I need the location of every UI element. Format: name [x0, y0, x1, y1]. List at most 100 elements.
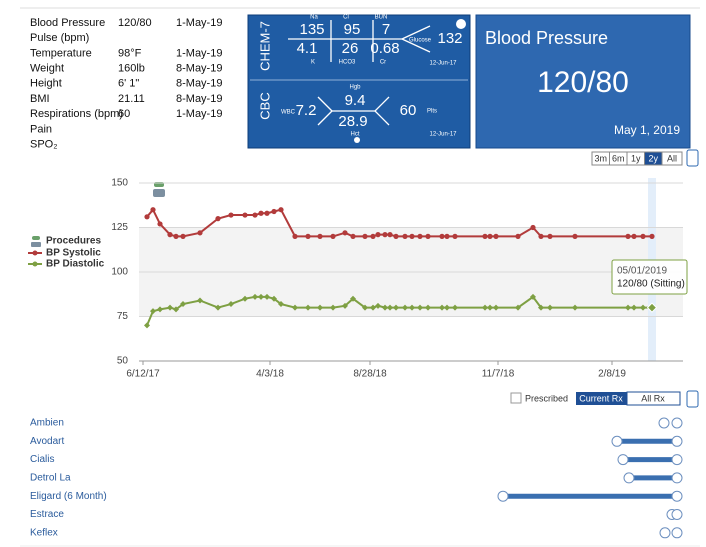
data-point[interactable] [292, 304, 298, 311]
data-point[interactable] [157, 221, 163, 227]
data-point[interactable] [197, 230, 203, 236]
data-point[interactable] [382, 232, 388, 238]
data-point[interactable] [538, 233, 544, 239]
data-point[interactable] [362, 233, 368, 239]
data-point[interactable] [444, 233, 450, 239]
data-point[interactable] [640, 233, 646, 239]
data-point[interactable] [631, 304, 637, 311]
data-point[interactable] [305, 233, 311, 239]
rx-settings-icon[interactable] [686, 390, 699, 408]
range-button[interactable] [661, 151, 683, 166]
data-point[interactable] [350, 233, 356, 239]
medication-name[interactable]: Ambien [30, 418, 64, 429]
medication-name[interactable]: Eligard (6 Month) [30, 491, 107, 502]
data-point[interactable] [425, 233, 431, 239]
data-point[interactable] [452, 304, 458, 311]
data-point[interactable] [228, 301, 234, 308]
data-point[interactable] [278, 207, 284, 213]
data-point[interactable] [425, 304, 431, 311]
data-point[interactable] [439, 233, 445, 239]
data-point[interactable] [530, 293, 536, 300]
data-point[interactable] [258, 293, 264, 300]
info-icon[interactable] [456, 19, 466, 29]
data-point[interactable] [167, 232, 173, 238]
data-point[interactable] [317, 304, 323, 311]
data-point[interactable] [150, 207, 156, 213]
data-point[interactable] [252, 212, 258, 218]
data-point[interactable] [538, 304, 544, 311]
data-point[interactable] [330, 233, 336, 239]
data-point[interactable] [228, 212, 234, 218]
data-point[interactable] [482, 233, 488, 239]
data-point[interactable] [305, 304, 311, 311]
data-point[interactable] [382, 304, 388, 311]
data-point[interactable] [252, 293, 258, 300]
data-point[interactable] [330, 304, 336, 311]
data-point[interactable] [482, 304, 488, 311]
data-point[interactable] [242, 212, 248, 218]
data-point[interactable] [278, 301, 284, 308]
data-point[interactable] [409, 304, 415, 311]
data-point[interactable] [515, 304, 521, 311]
data-point[interactable] [646, 302, 658, 313]
data-point[interactable] [625, 304, 631, 311]
data-point[interactable] [547, 304, 553, 311]
data-point[interactable] [264, 210, 270, 216]
medication-name[interactable]: Avodart [30, 436, 65, 447]
data-point[interactable] [572, 304, 578, 311]
data-point[interactable] [157, 306, 163, 313]
data-point[interactable] [362, 304, 368, 311]
data-point[interactable] [649, 233, 655, 239]
current-rx-button[interactable] [576, 392, 627, 405]
data-point[interactable] [167, 304, 173, 311]
data-point[interactable] [387, 232, 393, 238]
data-point[interactable] [350, 295, 356, 302]
data-point[interactable] [215, 304, 221, 311]
data-point[interactable] [180, 301, 186, 308]
data-point[interactable] [444, 304, 450, 311]
prescribed-checkbox[interactable] [510, 392, 522, 404]
data-point[interactable] [387, 304, 393, 311]
data-point[interactable] [264, 293, 270, 300]
medication-name[interactable]: Keflex [30, 527, 58, 538]
data-point[interactable] [493, 233, 499, 239]
data-point[interactable] [487, 304, 493, 311]
data-point[interactable] [342, 230, 348, 236]
data-point[interactable] [375, 302, 381, 309]
data-point[interactable] [370, 233, 376, 239]
medication-name[interactable]: Detrol La [30, 473, 71, 484]
data-point[interactable] [393, 233, 399, 239]
data-point[interactable] [547, 233, 553, 239]
data-point[interactable] [417, 233, 423, 239]
data-point[interactable] [439, 304, 445, 311]
medication-name[interactable]: Cialis [30, 454, 54, 465]
data-point[interactable] [370, 304, 376, 311]
data-point[interactable] [342, 302, 348, 309]
data-point[interactable] [515, 233, 521, 239]
data-point[interactable] [271, 208, 277, 215]
data-point[interactable] [271, 295, 277, 302]
data-point[interactable] [197, 297, 203, 304]
data-point[interactable] [487, 233, 493, 239]
data-point[interactable] [417, 304, 423, 311]
all-rx-button[interactable] [626, 391, 681, 406]
data-point[interactable] [317, 233, 323, 239]
data-point[interactable] [640, 304, 646, 311]
data-point[interactable] [144, 214, 150, 220]
data-point[interactable] [393, 304, 399, 311]
data-point[interactable] [180, 233, 186, 239]
data-point[interactable] [144, 322, 150, 329]
data-point[interactable] [173, 233, 179, 239]
data-point[interactable] [493, 304, 499, 311]
data-point[interactable] [530, 224, 536, 231]
data-point[interactable] [409, 233, 415, 239]
data-point[interactable] [402, 304, 408, 311]
medication-name[interactable]: Estrace [30, 509, 64, 520]
data-point[interactable] [150, 308, 156, 315]
settings-icon[interactable] [686, 149, 699, 167]
data-point[interactable] [292, 233, 298, 239]
data-point[interactable] [452, 233, 458, 239]
data-point[interactable] [258, 210, 264, 216]
data-point[interactable] [215, 216, 221, 222]
data-point[interactable] [625, 233, 631, 239]
